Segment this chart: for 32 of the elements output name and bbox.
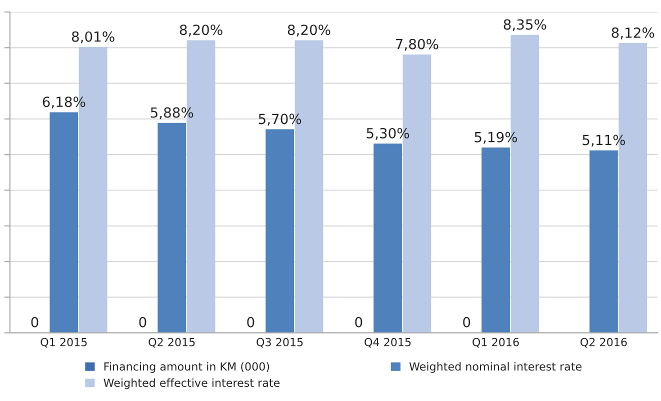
x-tick-label: Q2 2016 [580,338,627,348]
bar [374,144,402,333]
data-label: 8,20% [180,24,222,36]
data-label: 5,88% [150,107,194,120]
x-tick-label: Q2 2015 [148,338,195,348]
legend-label: Weighted effective interest rate [104,378,280,390]
data-label: 5,70% [258,114,302,126]
bar [590,150,618,333]
data-label: 0 [31,316,38,328]
data-label: 0 [355,316,362,328]
legend-label: Financing amount in KM (000) [104,362,270,373]
x-tick-label: Q4 2015 [364,338,411,348]
x-tick-label: Q1 2016 [472,338,519,348]
data-label: 7,80% [396,38,438,51]
data-label: 0 [247,316,254,328]
data-label: 0 [139,316,146,328]
data-label: 8,35% [504,19,546,32]
data-label: 8,01% [72,31,114,44]
bar [158,122,186,333]
bar [266,129,294,333]
data-label: 8,12% [612,27,654,40]
legend-label: Weighted nominal interest rate [409,362,582,373]
data-label: 8,20% [288,24,330,36]
data-label: 5,30% [366,128,410,140]
x-tick-label: Q1 2015 [40,338,87,348]
x-tick-label: Q3 2015 [256,338,303,348]
data-label: 0 [463,316,470,328]
data-label: 6,18% [42,96,86,108]
bar [482,147,510,333]
data-label: 5,19% [474,132,518,144]
bar [50,112,78,333]
data-label: 5,11% [582,134,626,147]
